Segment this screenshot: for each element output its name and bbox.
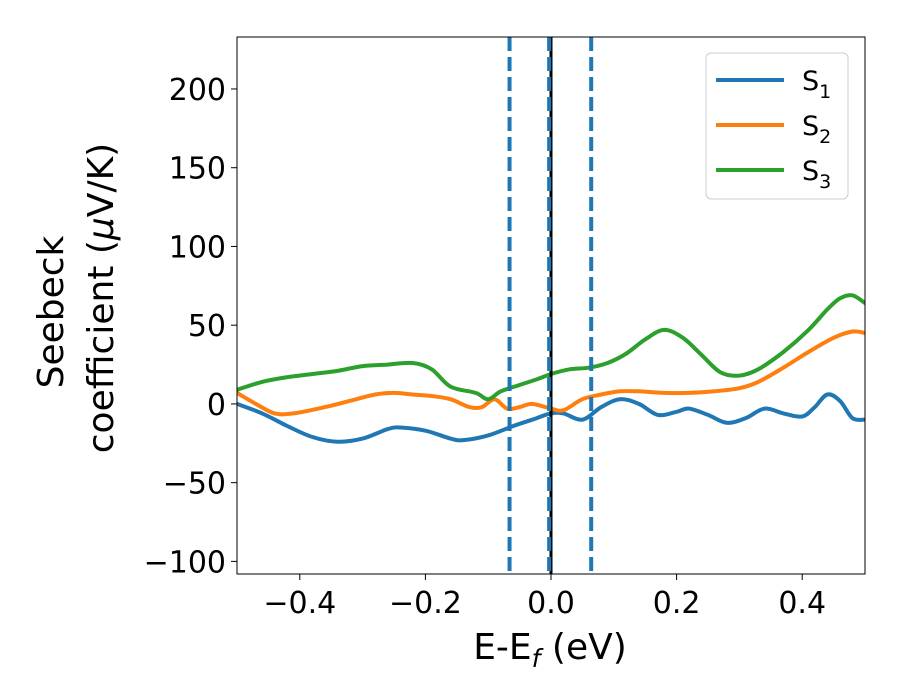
x-axis-ticks: −0.4 −0.2 0.0 0.2 0.4 [263, 574, 826, 621]
x-tick-label: 0.4 [778, 586, 826, 621]
svg-text:coefficient (μV/K): coefficient (μV/K) [81, 143, 122, 453]
y-tick-label: −100 [144, 545, 226, 580]
x-axis-label: E-Ef (eV) [473, 627, 627, 673]
vlines-layer [507, 37, 594, 574]
legend: S1 S2 S3 [705, 52, 849, 200]
legend-label-s1: S1 [802, 66, 831, 103]
y-tick-label: 0 [207, 388, 226, 423]
y-tick-label: 150 [169, 152, 226, 187]
series-line-s3 [237, 293, 865, 402]
y-axis-label: Seebeck coefficient (μV/K) [31, 143, 122, 453]
y-tick-label: 50 [188, 309, 226, 344]
y-tick-label: 100 [169, 230, 226, 265]
x-tick-label: 0.0 [527, 586, 575, 621]
series-line-s1 [237, 392, 865, 444]
series-line-s2 [237, 329, 865, 417]
legend-label-s3: S3 [802, 156, 831, 193]
series-layer [237, 293, 865, 444]
x-tick-label: 0.2 [653, 586, 701, 621]
y-tick-label: −50 [163, 467, 226, 502]
x-tick-label: −0.4 [263, 586, 336, 621]
svg-text:Seebeck: Seebeck [31, 235, 72, 388]
y-tick-label: 200 [169, 73, 226, 108]
x-tick-label: −0.2 [389, 586, 462, 621]
legend-label-s2: S2 [802, 111, 831, 148]
y-axis-ticks: −100 −50 0 50 100 150 200 [144, 73, 237, 580]
